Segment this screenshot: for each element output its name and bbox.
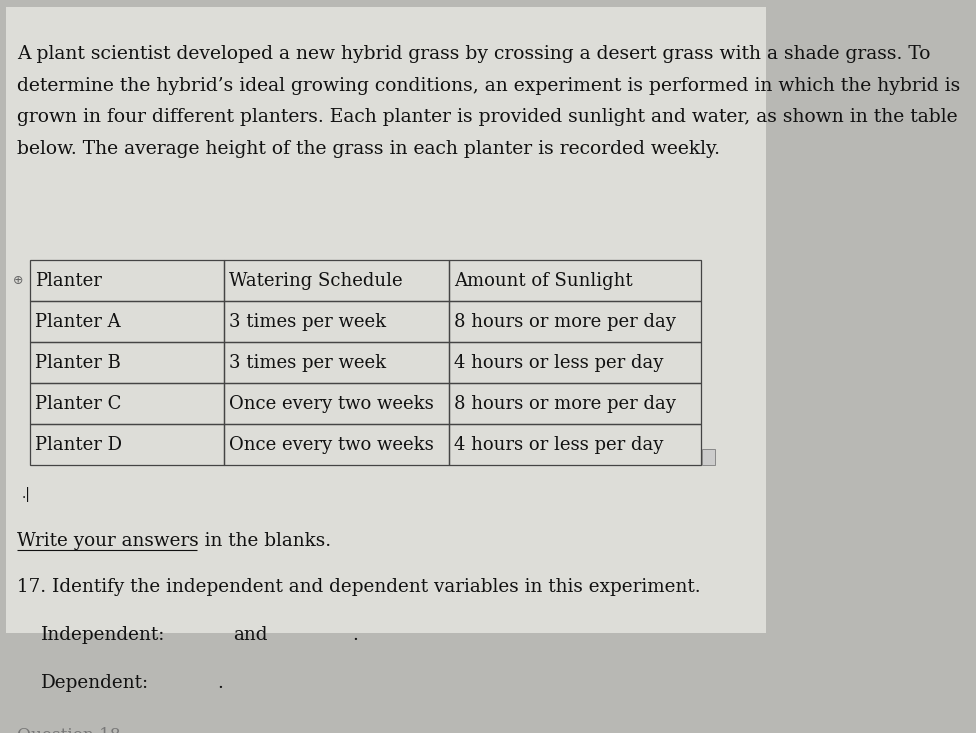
Text: determine the hybrid’s ideal growing conditions, an experiment is performed in w: determine the hybrid’s ideal growing con… bbox=[18, 77, 960, 95]
Text: Planter B: Planter B bbox=[35, 353, 121, 372]
Text: 8 hours or more per day: 8 hours or more per day bbox=[454, 313, 676, 331]
Bar bbox=[30, 260, 224, 301]
Bar bbox=[224, 260, 449, 301]
Bar bbox=[449, 424, 701, 465]
Text: .: . bbox=[352, 626, 358, 644]
Text: 17. Identify the independent and dependent variables in this experiment.: 17. Identify the independent and depende… bbox=[18, 578, 701, 596]
Text: Planter A: Planter A bbox=[35, 313, 120, 331]
Text: .: . bbox=[218, 674, 224, 692]
Bar bbox=[449, 383, 701, 424]
Text: 4 hours or less per day: 4 hours or less per day bbox=[454, 353, 664, 372]
Text: grown in four different planters. Each planter is provided sunlight and water, a: grown in four different planters. Each p… bbox=[18, 108, 958, 126]
Bar bbox=[703, 449, 715, 465]
Text: Once every two weeks: Once every two weeks bbox=[229, 394, 434, 413]
Bar bbox=[224, 301, 449, 342]
Bar bbox=[30, 424, 224, 465]
Text: Once every two weeks: Once every two weeks bbox=[229, 435, 434, 454]
Text: Dependent:: Dependent: bbox=[41, 674, 149, 692]
Text: Independent:: Independent: bbox=[41, 626, 166, 644]
Text: Write your answers in the blanks.: Write your answers in the blanks. bbox=[18, 532, 332, 550]
Text: and: and bbox=[233, 626, 267, 644]
Text: ⊕: ⊕ bbox=[13, 274, 23, 287]
Text: below. The average height of the grass in each planter is recorded weekly.: below. The average height of the grass i… bbox=[18, 140, 720, 158]
Bar bbox=[224, 383, 449, 424]
Bar bbox=[30, 342, 224, 383]
Bar bbox=[449, 301, 701, 342]
Bar bbox=[30, 301, 224, 342]
Text: .|: .| bbox=[22, 487, 31, 502]
Text: Planter D: Planter D bbox=[35, 435, 122, 454]
Text: 8 hours or more per day: 8 hours or more per day bbox=[454, 394, 676, 413]
Text: Question 18...: Question 18... bbox=[18, 726, 138, 733]
Text: 4 hours or less per day: 4 hours or less per day bbox=[454, 435, 664, 454]
Text: Amount of Sunlight: Amount of Sunlight bbox=[454, 272, 632, 290]
Bar bbox=[449, 260, 701, 301]
Text: A plant scientist developed a new hybrid grass by crossing a desert grass with a: A plant scientist developed a new hybrid… bbox=[18, 45, 931, 63]
Bar bbox=[224, 424, 449, 465]
Bar bbox=[224, 342, 449, 383]
Text: 3 times per week: 3 times per week bbox=[229, 313, 386, 331]
Bar bbox=[449, 342, 701, 383]
Text: Watering Schedule: Watering Schedule bbox=[229, 272, 403, 290]
Text: Planter: Planter bbox=[35, 272, 102, 290]
Bar bbox=[30, 383, 224, 424]
Text: Planter C: Planter C bbox=[35, 394, 121, 413]
Text: 3 times per week: 3 times per week bbox=[229, 353, 386, 372]
